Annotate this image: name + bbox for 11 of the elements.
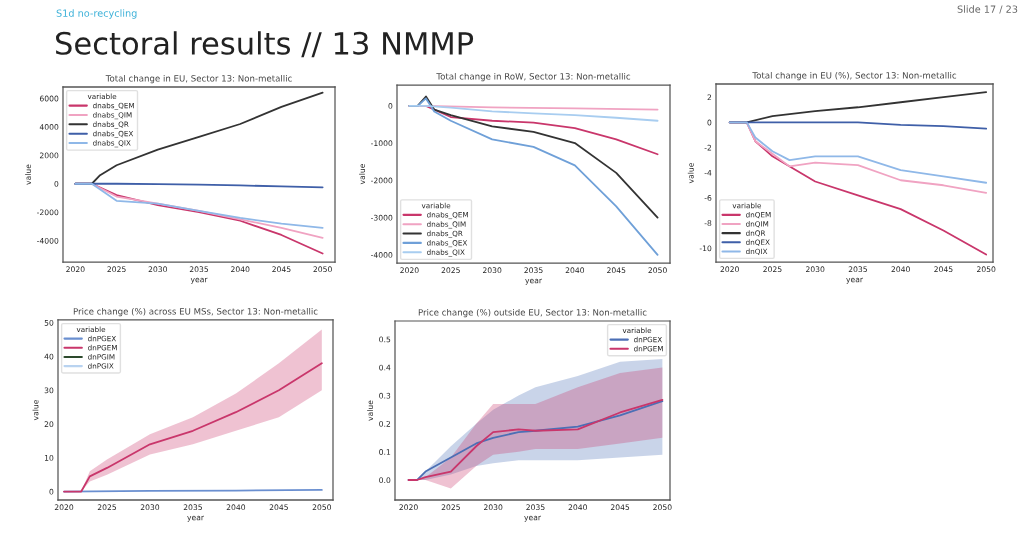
chart-title: Total change in EU, Sector 13: Non-metallic	[105, 74, 292, 84]
chart-title: Price change (%) outside EU, Sector 13: Non-metallic	[418, 308, 647, 318]
chart-title: Price change (%) across EU MSs, Sector 13: Non-metallic	[73, 307, 318, 317]
chart-title: Total change in RoW, Sector 13: Non-metallic	[436, 72, 631, 82]
line-series	[408, 104, 659, 122]
text: Sectoral results // 13 NMMP	[56, 31, 474, 58]
text: Slide 17 / 23	[957, 5, 1018, 14]
chart-title: Total change in EU (%), Sector 13: Non-metallic	[752, 71, 957, 81]
line-series	[63, 362, 323, 493]
text: S1d no-recycling	[56, 9, 137, 19]
line-series	[74, 182, 324, 229]
